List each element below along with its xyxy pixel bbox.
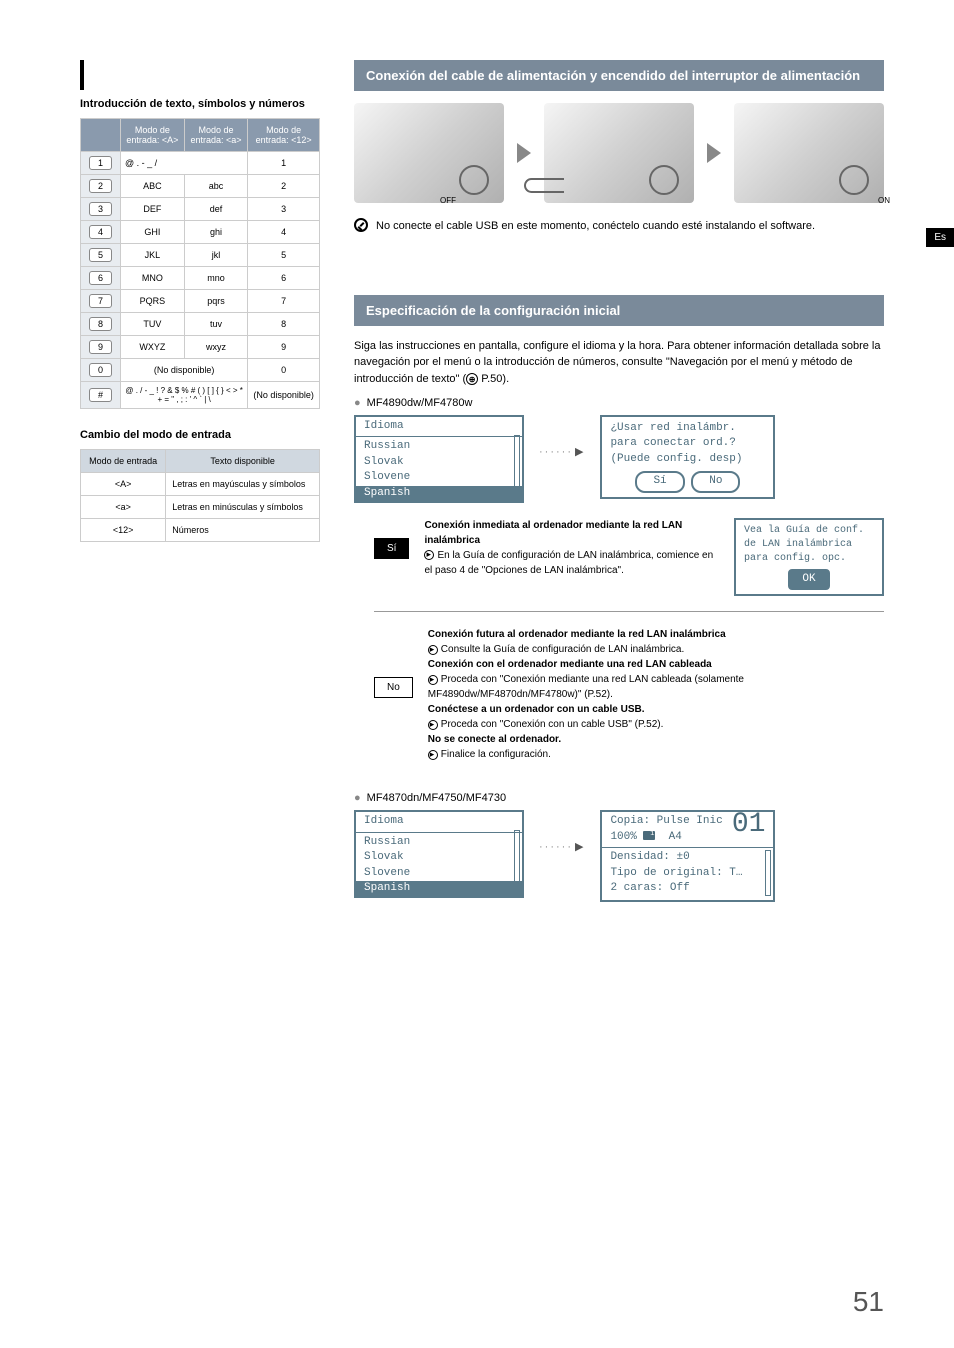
table-row: 9WXYZwxyz9 — [81, 336, 320, 359]
lcd-ok-button: OK — [788, 569, 829, 590]
warning-icon — [354, 218, 368, 232]
no-title-1: Conexión futura al ordenador mediante la… — [428, 627, 884, 642]
usb-note: No conecte el cable USB en este momento,… — [372, 218, 815, 235]
initial-config-title: Especificación de la configuración inici… — [354, 295, 884, 326]
printer-on-image: ON — [734, 103, 884, 203]
table-row: 8TUVtuv8 — [81, 313, 320, 336]
intro-text: Siga las instrucciones en pantalla, conf… — [354, 338, 884, 388]
lcd-wlan-guide: Vea la Guía de conf. de LAN inalámbrica … — [734, 518, 884, 596]
key-5: 5 — [89, 248, 112, 262]
choice-si: Sí — [374, 538, 409, 559]
choice-no: No — [374, 677, 413, 698]
key-7: 7 — [89, 294, 112, 308]
section-marker — [80, 60, 84, 90]
printer-diagram: OFF ON — [354, 103, 884, 203]
step-icon — [428, 645, 438, 655]
card-icon — [643, 831, 655, 840]
key-0: 0 — [89, 363, 112, 377]
model-label-1: MF4890dw/MF4780w — [354, 397, 884, 409]
mode-col-1: Modo de entrada — [81, 450, 166, 473]
lcd-idioma-2: Idioma Russian Slovak Slovene Spanish — [354, 810, 524, 898]
lcd-yes-button: Sí — [635, 471, 684, 492]
no-text-4: Finalice la configuración. — [441, 749, 551, 760]
table-row: 2ABCabc2 — [81, 175, 320, 198]
step-icon — [428, 720, 438, 730]
key-9: 9 — [89, 340, 112, 354]
no-title-4: No se conecte al ordenador. — [428, 732, 884, 747]
text-entry-title: Introducción de texto, símbolos y número… — [80, 98, 320, 110]
table-row: <a>Letras en minúsculas y símbolos — [81, 496, 320, 519]
key-1: 1 — [89, 156, 112, 170]
no-text-2: Proceda con "Conexión mediante una red L… — [428, 674, 744, 700]
no-text-3: Proceda con "Conexión con un cable USB" … — [441, 719, 664, 730]
si-text: En la Guía de configuración de LAN inalá… — [424, 550, 713, 576]
arrow-icon — [517, 143, 531, 163]
key-8: 8 — [89, 317, 112, 331]
table-row: <12>Números — [81, 519, 320, 542]
si-title: Conexión inmediata al ordenador mediante… — [424, 518, 719, 548]
printer-off-image: OFF — [354, 103, 504, 203]
power-section-title: Conexión del cable de alimentación y enc… — [354, 60, 884, 91]
lcd-wireless-prompt: ¿Usar red inalámbr. para conectar ord.? … — [600, 415, 775, 499]
key-6: 6 — [89, 271, 112, 285]
mode-change-title: Cambio del modo de entrada — [80, 429, 320, 441]
step-icon — [424, 550, 434, 560]
table-row: 7PQRSpqrs7 — [81, 290, 320, 313]
text-entry-table: Modo de entrada: <A> Modo de entrada: <a… — [80, 118, 320, 409]
step-icon — [428, 750, 438, 760]
lcd-idioma-1: Idioma Russian Slovak Slovene Spanish — [354, 415, 524, 503]
model-label-2: MF4870dn/MF4750/MF4730 — [354, 792, 884, 804]
key-2: 2 — [89, 179, 112, 193]
step-icon — [428, 675, 438, 685]
table-row: <A>Letras en mayúsculas y símbolos — [81, 473, 320, 496]
flow-arrow: ······ — [539, 840, 585, 853]
table-row: #@ . / - _ ! ? & $ % # ( ) [ ] { } < > *… — [81, 382, 320, 409]
lcd-copy-status: Copia: Pulse Inic01 100% A4 Densidad: ±0… — [600, 810, 775, 902]
col-mode-12: Modo de entrada: <12> — [248, 119, 320, 152]
language-tab: Es — [926, 228, 954, 247]
table-row: 6MNOmno6 — [81, 267, 320, 290]
key-4: 4 — [89, 225, 112, 239]
lcd-no-button: No — [691, 471, 740, 492]
col-mode-A: Modo de entrada: <A> — [121, 119, 185, 152]
no-title-3: Conéctese a un ordenador con un cable US… — [428, 702, 884, 717]
key-3: 3 — [89, 202, 112, 216]
table-row: 4GHIghi4 — [81, 221, 320, 244]
printer-cable-image — [544, 103, 694, 203]
key-hash: # — [89, 388, 112, 402]
table-row: 5JKLjkl5 — [81, 244, 320, 267]
table-row: 1@ . - _ /1 — [81, 152, 320, 175]
no-title-2: Conexión con el ordenador mediante una r… — [428, 657, 884, 672]
arrow-icon — [707, 143, 721, 163]
mode-table: Modo de entradaTexto disponible <A>Letra… — [80, 449, 320, 542]
mode-col-2: Texto disponible — [166, 450, 320, 473]
col-mode-a: Modo de entrada: <a> — [184, 119, 247, 152]
flow-arrow: ······ — [539, 445, 585, 458]
reference-icon: ⊕ — [466, 373, 478, 385]
no-text-1: Consulte la Guía de configuración de LAN… — [441, 644, 684, 655]
copy-count: 01 — [732, 814, 766, 836]
page-number: 51 — [853, 1286, 884, 1318]
table-row: 0(No disponible)0 — [81, 359, 320, 382]
table-row: 3DEFdef3 — [81, 198, 320, 221]
